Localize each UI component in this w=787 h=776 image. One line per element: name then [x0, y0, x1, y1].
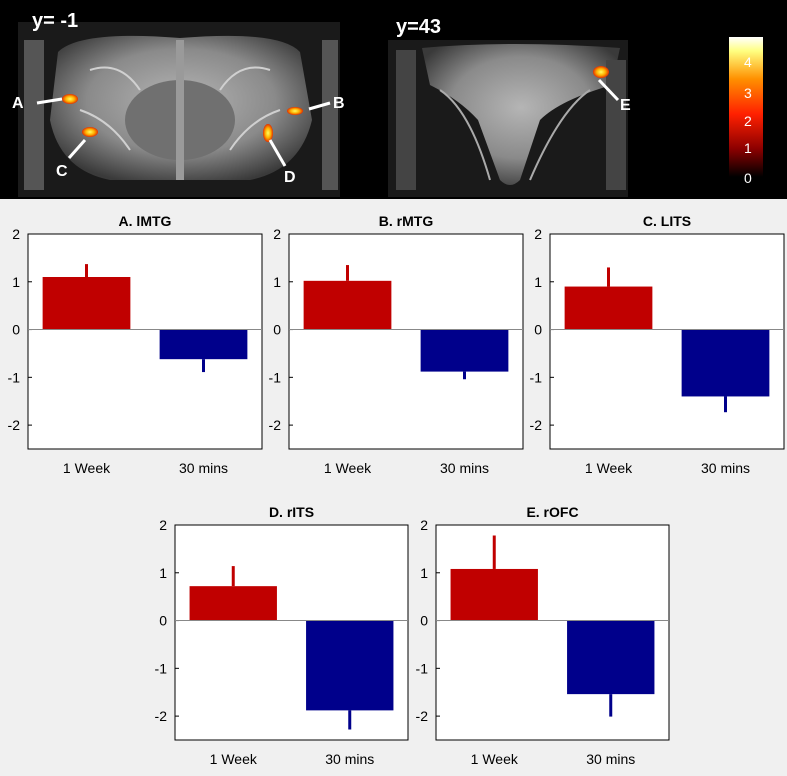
activation-blob-c — [82, 127, 98, 137]
y-tick-label: -2 — [8, 417, 21, 433]
region-marker: E — [620, 97, 631, 114]
y-tick-label: -2 — [416, 708, 429, 724]
chart-title: B. rMTG — [379, 213, 434, 229]
y-tick-label: 1 — [534, 274, 542, 290]
activation-blob-a — [62, 94, 78, 104]
y-tick-label: -1 — [155, 660, 168, 676]
y-tick-label: 1 — [12, 274, 20, 290]
coronal-slice-left — [18, 22, 340, 197]
y-tick-label: 1 — [420, 565, 428, 581]
chart-title: D. rITS — [269, 504, 314, 520]
colorbar-tick: 1 — [744, 140, 752, 156]
y-tick-label: -1 — [269, 369, 282, 385]
x-tick-label: 30 mins — [701, 460, 750, 476]
colorbar — [729, 37, 763, 177]
bar — [42, 277, 131, 330]
region-marker: D — [284, 169, 296, 186]
x-tick-label: 1 Week — [471, 751, 519, 767]
y-tick-label: -2 — [155, 708, 168, 724]
y-tick-label: -1 — [530, 369, 543, 385]
y-tick-label: 1 — [159, 565, 167, 581]
bar — [564, 286, 653, 330]
bar — [567, 620, 655, 695]
region-marker: A — [12, 95, 24, 112]
brain-slices-image: A B C D E 4 3 2 1 0 — [12, 22, 763, 197]
colorbar-tick: 2 — [744, 113, 752, 129]
bar — [306, 620, 394, 711]
y-tick-label: 2 — [273, 226, 281, 242]
bar — [420, 329, 509, 372]
chart-title: E. rOFC — [526, 504, 578, 520]
y-tick-label: 0 — [159, 613, 167, 629]
x-tick-label: 1 Week — [585, 460, 633, 476]
y-tick-label: -2 — [269, 417, 282, 433]
y-tick-label: 2 — [534, 226, 542, 242]
bar — [681, 329, 770, 397]
y-tick-label: 0 — [534, 322, 542, 338]
brain-activation-panel: A B C D E 4 3 2 1 0 y= -1 y=43 — [0, 0, 787, 199]
colorbar-tick: 0 — [744, 170, 752, 186]
coronal-slice-right — [388, 40, 628, 197]
y-tick-label: -2 — [530, 417, 543, 433]
x-tick-label: 30 mins — [586, 751, 635, 767]
y-tick-label: 2 — [12, 226, 20, 242]
bar — [159, 329, 248, 360]
x-tick-label: 1 Week — [324, 460, 372, 476]
x-tick-label: 30 mins — [325, 751, 374, 767]
chart-title: A. lMTG — [119, 213, 172, 229]
colorbar-tick: 4 — [744, 54, 752, 70]
x-tick-label: 1 Week — [210, 751, 258, 767]
x-tick-label: 30 mins — [179, 460, 228, 476]
y-tick-label: 0 — [420, 613, 428, 629]
region-marker: B — [333, 95, 345, 112]
bar — [303, 280, 392, 330]
slice-label-left: y= -1 — [32, 10, 79, 32]
y-tick-label: 2 — [159, 517, 167, 533]
region-marker: C — [56, 163, 68, 180]
x-tick-label: 30 mins — [440, 460, 489, 476]
slice-label-right: y=43 — [396, 16, 442, 38]
activation-blob-e — [593, 66, 609, 78]
y-tick-label: 2 — [420, 517, 428, 533]
y-tick-label: 0 — [273, 322, 281, 338]
chart-title: C. LITS — [643, 213, 691, 229]
y-tick-label: -1 — [8, 369, 21, 385]
y-tick-label: 0 — [12, 322, 20, 338]
bar-charts: A. lMTG 2 1 0 -1 -2 1 Week 30 mins B. rMTG 2 1 0 -1 -… — [8, 213, 785, 767]
bar — [450, 568, 538, 621]
x-tick-label: 1 Week — [63, 460, 111, 476]
activation-blob-b — [287, 107, 303, 115]
y-tick-label: 1 — [273, 274, 281, 290]
activation-blob-d — [263, 124, 273, 142]
bar — [189, 586, 277, 621]
y-tick-label: -1 — [416, 660, 429, 676]
colorbar-tick: 3 — [744, 85, 752, 101]
